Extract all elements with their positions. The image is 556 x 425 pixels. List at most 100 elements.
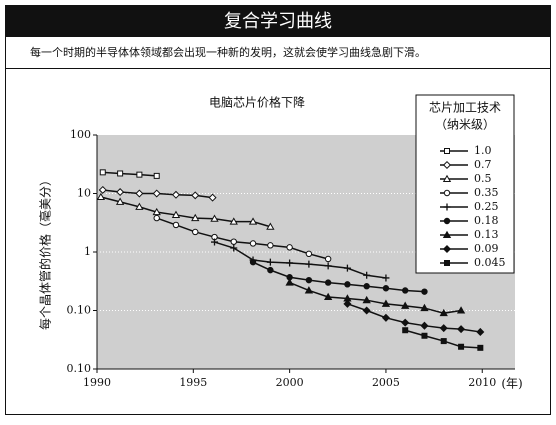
marker [477, 344, 484, 351]
legend-label: 0.25 [474, 200, 499, 213]
series-line [214, 241, 387, 279]
marker [99, 169, 106, 176]
marker [96, 192, 106, 201]
marker [171, 210, 181, 218]
marker [420, 321, 429, 330]
legend-label: 0.5 [474, 172, 492, 185]
marker [401, 301, 410, 309]
y-tick-label: 0.10 [67, 362, 92, 375]
marker [135, 189, 144, 198]
marker [402, 287, 409, 294]
marker [191, 213, 200, 222]
series-line [100, 196, 271, 228]
marker [305, 276, 313, 284]
legend-marker [444, 148, 450, 154]
marker [362, 295, 371, 304]
marker [152, 189, 161, 198]
legend-marker [442, 244, 452, 254]
marker [172, 221, 180, 229]
legend-title: （纳米级） [435, 118, 495, 132]
marker [323, 292, 333, 301]
x-tick-label: 1990 [83, 376, 111, 389]
legend-label: 0.7 [474, 158, 492, 171]
marker [457, 325, 466, 334]
marker [363, 283, 370, 290]
marker [286, 244, 293, 251]
legend-label: 0.35 [474, 186, 499, 199]
header-bar [6, 6, 550, 37]
marker [249, 258, 257, 266]
marker [439, 308, 448, 317]
marker [421, 288, 428, 295]
marker [98, 185, 107, 194]
marker [344, 281, 351, 288]
marker [249, 240, 257, 247]
marker [476, 327, 485, 336]
subtitle: 每一个时期的半导体体领域都会出现一种新的发明，这就会使学习曲线急剧下滑。 [30, 45, 426, 59]
series-line [156, 217, 329, 260]
marker [210, 214, 219, 222]
legend-marker [443, 203, 451, 211]
legend-marker [442, 174, 452, 182]
marker [324, 262, 332, 270]
legend-label: 1.0 [474, 144, 492, 157]
marker [402, 327, 409, 334]
marker [266, 222, 275, 230]
marker [362, 306, 371, 315]
legend-marker [442, 230, 452, 238]
legend-label: 0.045 [474, 256, 506, 269]
marker [382, 274, 390, 282]
marker [171, 190, 180, 199]
legend-label: 0.13 [474, 228, 499, 241]
y-tick-label: 1 [84, 245, 91, 258]
marker [440, 338, 447, 345]
marker [153, 172, 160, 179]
x-tick-label: 2010 [468, 376, 496, 389]
x-tick-label: 2005 [372, 376, 400, 389]
x-tick-label: 1995 [179, 376, 207, 389]
marker [230, 238, 237, 245]
marker [192, 228, 199, 236]
marker [117, 170, 124, 177]
marker [211, 238, 219, 246]
y-tick-label: 0.10 [67, 304, 92, 317]
series-line [102, 171, 157, 177]
marker [116, 188, 125, 197]
marker [363, 271, 371, 279]
marker [230, 244, 238, 252]
legend-marker [444, 260, 450, 266]
marker [136, 171, 143, 178]
marker [458, 343, 465, 350]
marker [267, 242, 274, 249]
y-axis-label: 每个晶体管的价格（毫美分） [38, 174, 53, 330]
y-tick-label: 10 [77, 187, 91, 200]
marker [381, 313, 390, 322]
marker [421, 332, 428, 339]
legend-label: 0.09 [474, 242, 499, 255]
marker [191, 191, 200, 200]
marker [135, 202, 144, 210]
marker [267, 266, 274, 274]
marker [401, 318, 410, 327]
marker [420, 303, 429, 312]
marker [439, 324, 448, 333]
marker [153, 214, 160, 222]
legend-marker [443, 189, 451, 197]
marker [304, 286, 314, 294]
legend-marker [443, 217, 451, 225]
legend-title: 芯片加工技术 [429, 101, 501, 115]
series-line [252, 261, 425, 293]
legend-label: 0.18 [474, 214, 499, 227]
marker [343, 264, 351, 272]
chart-title: 电脑芯片价格下降 [209, 95, 305, 110]
marker [324, 279, 332, 286]
marker [456, 306, 466, 314]
marker [248, 217, 258, 225]
legend-marker [442, 160, 452, 170]
x-axis-label: (年) [501, 377, 522, 391]
marker [382, 285, 390, 292]
header-title: 复合学习曲线 [224, 11, 332, 32]
y-tick-label: 100 [70, 128, 91, 141]
